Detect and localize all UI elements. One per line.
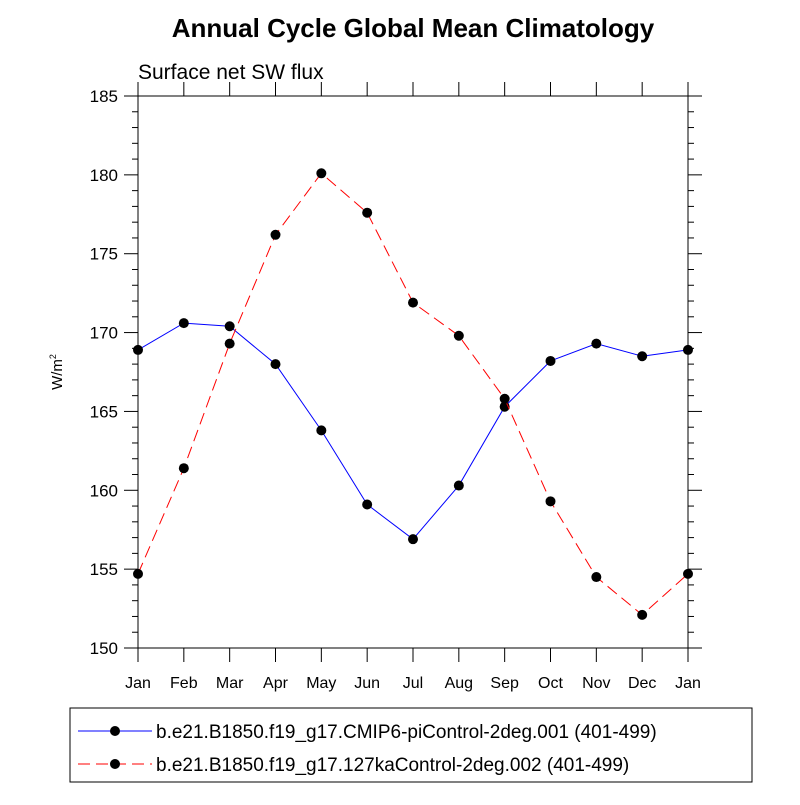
data-point (683, 344, 693, 355)
data-point (224, 321, 235, 332)
x-tick-label: Dec (628, 675, 656, 692)
x-tick-label: May (306, 675, 336, 692)
data-point (499, 393, 510, 404)
y-axis-label: W/m2 (48, 354, 66, 390)
y-tick-label: 155 (90, 560, 118, 579)
data-point (362, 499, 373, 510)
data-point (224, 338, 235, 349)
y-tick-label: 160 (90, 481, 118, 500)
data-point (545, 355, 556, 366)
data-point (316, 168, 327, 179)
data-point (133, 568, 143, 579)
legend-label: b.e21.B1850.f19_g17.127kaControl-2deg.00… (156, 755, 629, 776)
x-tick-label: Sep (490, 675, 519, 692)
data-point (683, 568, 693, 579)
legend-marker (110, 726, 120, 736)
y-tick-label: 150 (90, 639, 118, 658)
legend-box (69, 707, 753, 783)
data-point (408, 297, 418, 308)
y-tick-label: 175 (90, 245, 118, 264)
data-point (270, 229, 281, 240)
y-tick-label: 185 (90, 87, 118, 106)
data-point (591, 338, 602, 349)
data-point (545, 496, 556, 507)
data-point (362, 207, 373, 218)
x-tick-label: Feb (170, 675, 198, 692)
data-point (637, 351, 648, 362)
y-tick-label: 170 (90, 324, 118, 343)
chart-subtitle: Surface net SW flux (138, 61, 324, 84)
data-point (453, 330, 464, 341)
x-tick-label: Oct (538, 675, 563, 692)
series-line-1 (137, 172, 689, 616)
legend: b.e21.B1850.f19_g17.CMIP6-piControl-2deg… (69, 707, 753, 783)
data-point (453, 480, 464, 491)
data-point (270, 359, 281, 370)
legend-label: b.e21.B1850.f19_g17.CMIP6-piControl-2deg… (156, 722, 657, 743)
x-tick-label: Aug (445, 675, 473, 692)
data-point (316, 425, 327, 436)
data-point (178, 463, 189, 474)
x-tick-label: Jan (675, 675, 701, 692)
x-tick-label: Jan (125, 675, 151, 692)
x-tick-label: Apr (263, 675, 289, 692)
y-tick-label: 180 (90, 166, 118, 185)
chart-title: Annual Cycle Global Mean Climatology (172, 13, 655, 43)
x-tick-label: Jun (354, 675, 380, 692)
data-point (178, 318, 189, 329)
y-tick-label: 165 (90, 402, 118, 421)
plot-frame (137, 95, 689, 649)
data-point (637, 609, 648, 620)
x-tick-label: Mar (216, 675, 244, 692)
series-line-0 (137, 322, 689, 540)
data-point (408, 534, 418, 545)
data-point (133, 344, 143, 355)
data-point (591, 572, 602, 583)
x-tick-label: Jul (403, 675, 423, 692)
x-tick-label: Nov (582, 675, 610, 692)
legend-marker (110, 759, 120, 769)
